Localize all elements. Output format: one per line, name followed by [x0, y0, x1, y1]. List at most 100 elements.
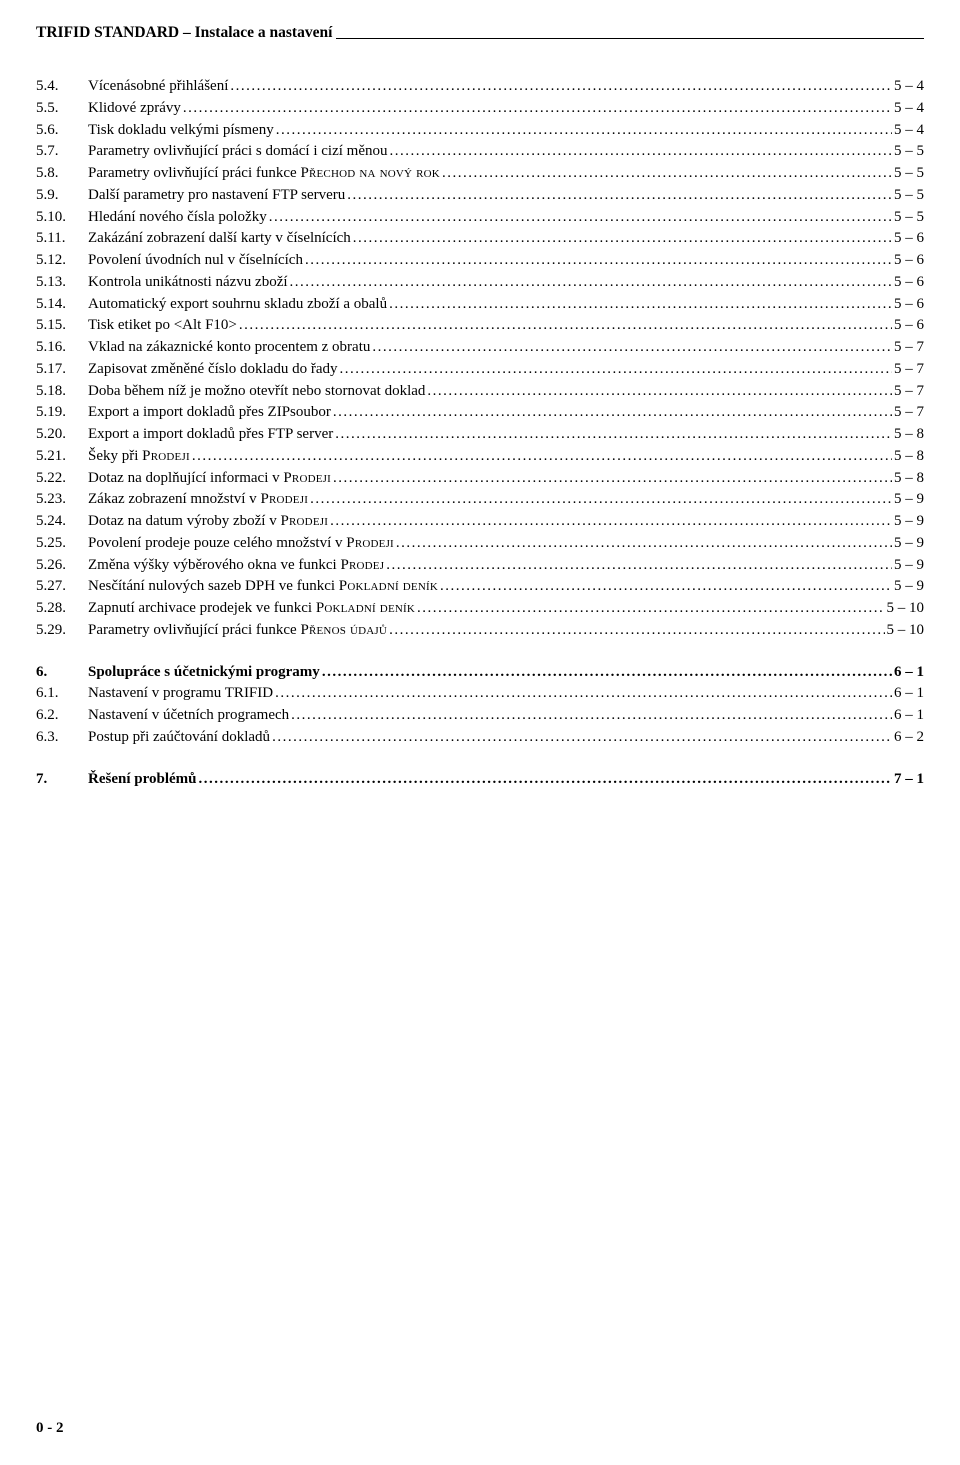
- toc-number: 5.9.: [36, 185, 88, 207]
- toc-leader: [333, 468, 892, 490]
- toc-row: 6.3.Postup při zaúčtování dokladů6 – 2: [36, 727, 924, 749]
- toc-number: 5.20.: [36, 424, 88, 446]
- toc-number: 5.13.: [36, 272, 88, 294]
- toc-page: 5 – 9: [894, 576, 924, 598]
- toc-page: 5 – 9: [894, 511, 924, 533]
- toc-leader: [275, 683, 892, 705]
- toc-label: Dotaz na datum výroby zboží v Prodeji: [88, 511, 328, 533]
- toc-number: 6.1.: [36, 683, 88, 705]
- toc-leader: [372, 337, 892, 359]
- toc-row: 5.6.Tisk dokladu velkými písmeny 5 – 4: [36, 120, 924, 142]
- toc-leader: [340, 359, 892, 381]
- toc-number: 5.22.: [36, 468, 88, 490]
- toc-page: 5 – 8: [894, 424, 924, 446]
- toc-label: Zapisovat změněné číslo dokladu do řady: [88, 359, 338, 381]
- toc-row: 5.22.Dotaz na doplňující informaci v Pro…: [36, 468, 924, 490]
- toc-leader: [198, 769, 892, 791]
- toc-page: 5 – 4: [894, 120, 924, 142]
- toc-number: 5.10.: [36, 207, 88, 229]
- toc-label: Nastavení v účetních programech: [88, 705, 289, 727]
- toc-label: Nastavení v programu TRIFID: [88, 683, 273, 705]
- toc-label: Hledání nového čísla položky: [88, 207, 267, 229]
- toc-page: 5 – 6: [894, 294, 924, 316]
- toc-leader: [396, 533, 892, 555]
- toc-page: 5 – 6: [894, 272, 924, 294]
- toc-page: 5 – 7: [894, 381, 924, 403]
- toc-label: Povolení úvodních nul v číselnících: [88, 250, 303, 272]
- toc-number: 5.16.: [36, 337, 88, 359]
- toc-label: Další parametry pro nastavení FTP server…: [88, 185, 345, 207]
- toc-leader: [390, 141, 893, 163]
- toc-page: 6 – 2: [894, 727, 924, 749]
- toc-leader: [333, 402, 892, 424]
- toc-page: 5 – 7: [894, 402, 924, 424]
- toc-row: 5.13.Kontrola unikátnosti názvu zboží 5 –…: [36, 272, 924, 294]
- toc-leader: [269, 207, 892, 229]
- toc-number: 5.6.: [36, 120, 88, 142]
- toc-row: 6.1.Nastavení v programu TRIFID6 – 1: [36, 683, 924, 705]
- toc-label: Nesčítání nulových sazeb DPH ve funkci P…: [88, 576, 438, 598]
- toc-number: 5.5.: [36, 98, 88, 120]
- toc-row: 5.5.Klidové zprávy5 – 4: [36, 98, 924, 120]
- toc-row: 5.28.Zapnutí archivace prodejek ve funkc…: [36, 598, 924, 620]
- toc-number: 5.26.: [36, 555, 88, 577]
- toc-page: 5 – 9: [894, 533, 924, 555]
- toc-label: Tisk etiket po <Alt F10>: [88, 315, 237, 337]
- toc-leader: [239, 315, 892, 337]
- toc-leader: [272, 727, 892, 749]
- toc-page: 5 – 5: [894, 207, 924, 229]
- toc-number: 5.23.: [36, 489, 88, 511]
- toc-label: Tisk dokladu velkými písmeny: [88, 120, 274, 142]
- toc-number: 5.17.: [36, 359, 88, 381]
- toc-row: 5.14.Automatický export souhrnu skladu z…: [36, 294, 924, 316]
- toc-gap: [36, 749, 924, 769]
- toc-row: 7.Řešení problémů7 – 1: [36, 769, 924, 791]
- toc-label: Zákaz zobrazení množství v Prodeji: [88, 489, 308, 511]
- toc-number: 5.4.: [36, 76, 88, 98]
- toc-row: 5.25.Povolení prodeje pouze celého množs…: [36, 533, 924, 555]
- toc-label: Kontrola unikátnosti názvu zboží: [88, 272, 288, 294]
- toc-page: 5 – 5: [894, 185, 924, 207]
- toc-number: 5.27.: [36, 576, 88, 598]
- toc-row: 5.15.Tisk etiket po <Alt F10>5 – 6: [36, 315, 924, 337]
- toc-row: 5.23.Zákaz zobrazení množství v Prodeji5…: [36, 489, 924, 511]
- toc-row: 5.19.Export a import dokladů přes ZIPsou…: [36, 402, 924, 424]
- toc-number: 5.15.: [36, 315, 88, 337]
- toc-number: 5.18.: [36, 381, 88, 403]
- toc-number: 5.24.: [36, 511, 88, 533]
- toc-leader: [389, 620, 884, 642]
- toc-page: 5 – 7: [894, 337, 924, 359]
- toc-leader: [440, 576, 892, 598]
- toc-label: Doba během níž je možno otevřít nebo sto…: [88, 381, 425, 403]
- toc-row: 5.10.Hledání nového čísla položky 5 – 5: [36, 207, 924, 229]
- toc-page: 5 – 6: [894, 250, 924, 272]
- toc-leader: [442, 163, 892, 185]
- toc-page: 5 – 10: [887, 598, 925, 620]
- toc-number: 5.12.: [36, 250, 88, 272]
- toc-leader: [330, 511, 892, 533]
- toc-page: 7 – 1: [894, 769, 924, 791]
- toc-label: Zapnutí archivace prodejek ve funkci Pok…: [88, 598, 415, 620]
- toc-row: 5.29.Parametry ovlivňující práci funkce …: [36, 620, 924, 642]
- toc-number: 5.21.: [36, 446, 88, 468]
- toc-leader: [290, 272, 892, 294]
- toc-label: Změna výšky výběrového okna ve funkci Pr…: [88, 555, 384, 577]
- toc-leader: [353, 228, 892, 250]
- toc-leader: [305, 250, 892, 272]
- toc-row: 5.20.Export a import dokladů přes FTP se…: [36, 424, 924, 446]
- page-title: TRIFID STANDARD – Instalace a nastavení: [36, 24, 332, 42]
- toc-row: 5.4.Vícenásobné přihlášení5 – 4: [36, 76, 924, 98]
- toc-leader: [276, 120, 892, 142]
- toc-row: 5.8.Parametry ovlivňující práci funkce P…: [36, 163, 924, 185]
- toc-number: 6.2.: [36, 705, 88, 727]
- toc-leader: [322, 662, 892, 684]
- toc-number: 5.28.: [36, 598, 88, 620]
- toc-page: 5 – 9: [894, 555, 924, 577]
- toc-number: 7.: [36, 769, 88, 791]
- toc-leader: [192, 446, 892, 468]
- toc-row: 5.7.Parametry ovlivňující práci s domácí…: [36, 141, 924, 163]
- toc-leader: [291, 705, 892, 727]
- toc-label: Vícenásobné přihlášení: [88, 76, 228, 98]
- table-of-contents: 5.4.Vícenásobné přihlášení5 – 45.5.Klido…: [36, 76, 924, 790]
- toc-leader: [417, 598, 884, 620]
